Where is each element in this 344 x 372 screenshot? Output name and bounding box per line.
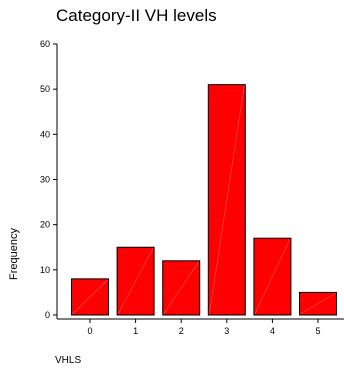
x-tick-label: 5 bbox=[315, 326, 320, 336]
x-tick-label: 0 bbox=[87, 326, 92, 336]
x-tick-label: 2 bbox=[179, 326, 184, 336]
bar-highlight bbox=[300, 293, 336, 315]
x-tick-label: 4 bbox=[270, 326, 275, 336]
y-tick-label: 10 bbox=[40, 265, 50, 275]
bar-highlight bbox=[72, 279, 108, 315]
y-tick-label: 20 bbox=[40, 220, 50, 230]
y-tick-label: 50 bbox=[40, 84, 50, 94]
x-tick-label: 3 bbox=[224, 326, 229, 336]
x-axis-label: VHLS bbox=[55, 355, 82, 366]
bar-highlight bbox=[117, 248, 154, 315]
y-tick-label: 0 bbox=[45, 310, 50, 320]
y-tick-label: 40 bbox=[40, 129, 50, 139]
x-tick-label: 1 bbox=[133, 326, 138, 336]
bar-highlight bbox=[209, 85, 245, 315]
bar-highlight bbox=[163, 261, 199, 315]
y-axis-label: Frequency bbox=[8, 228, 20, 280]
y-tick-label: 60 bbox=[40, 39, 50, 49]
chart-title: Category-II VH levels bbox=[56, 6, 217, 25]
bar-highlight bbox=[254, 239, 291, 315]
y-tick-label: 30 bbox=[40, 175, 50, 185]
